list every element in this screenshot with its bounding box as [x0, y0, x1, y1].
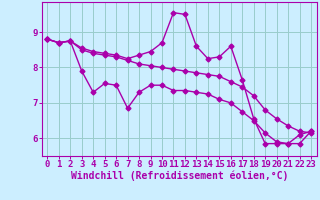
X-axis label: Windchill (Refroidissement éolien,°C): Windchill (Refroidissement éolien,°C)	[70, 171, 288, 181]
